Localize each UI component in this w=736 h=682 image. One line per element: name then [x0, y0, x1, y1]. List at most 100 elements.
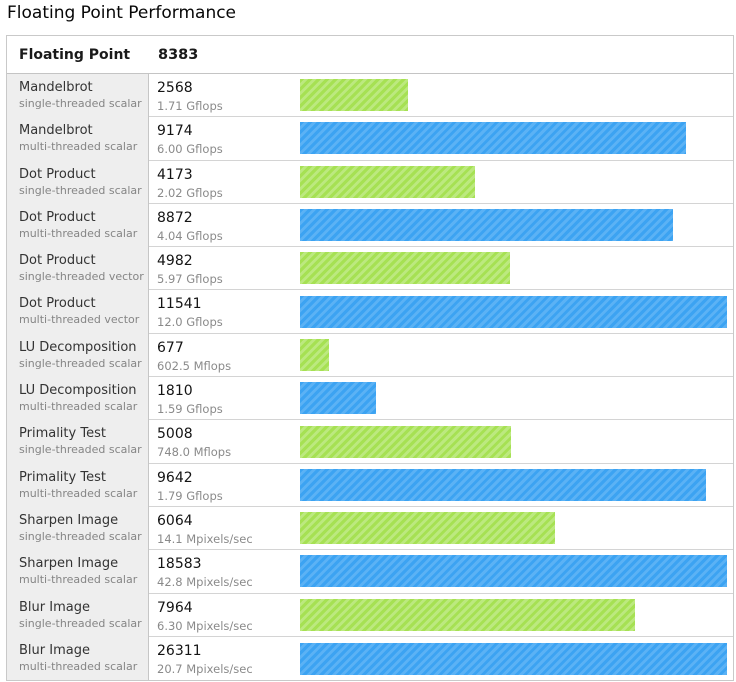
workload-score: 1810 [157, 383, 193, 400]
workload-variant: multi-threaded scalar [19, 140, 138, 154]
workload-name: Primality Test [19, 469, 106, 485]
workload-name: LU Decomposition [19, 339, 137, 355]
workload-rate: 14.1 Mpixels/sec [157, 531, 253, 546]
score-bar [300, 252, 510, 285]
workload-score-cell: 5008 748.0 Mflops [149, 420, 300, 462]
workload-result-cell: 1810 1.59 Gflops [149, 377, 733, 421]
workload-result-cell: 9642 1.79 Gflops [149, 464, 733, 507]
workload-variant: single-threaded scalar [19, 97, 142, 110]
workload-name: Sharpen Image [19, 512, 119, 528]
workload-result-cell: 6064 14.1 Mpixels/sec [149, 507, 733, 551]
workload-name: Dot Product [19, 253, 96, 269]
workload-label-cell: Primality Test single-threaded scalar [7, 420, 149, 464]
workload-variant: multi-threaded scalar [19, 486, 138, 500]
score-bar [300, 209, 674, 242]
workload-rate: 4.04 Gflops [157, 228, 223, 243]
workload-score-cell: 11541 12.0 Gflops [149, 290, 300, 332]
workload-label-cell: Blur Image multi-threaded scalar [7, 636, 149, 681]
benchmark-row: Primality Test multi-threaded scalar 964… [7, 463, 733, 507]
workload-name: LU Decomposition [19, 383, 137, 399]
workload-variant: single-threaded scalar [19, 443, 142, 457]
workload-score: 6064 [157, 512, 193, 529]
workload-name: Blur Image [19, 599, 90, 615]
workload-rate: 748.0 Mflops [157, 445, 232, 460]
workload-rate: 1.79 Gflops [157, 488, 223, 503]
workload-result-cell: 4982 5.97 Gflops [149, 247, 733, 291]
workload-score-cell: 9642 1.79 Gflops [149, 464, 300, 506]
score-bar [300, 122, 686, 155]
benchmark-row: Blur Image multi-threaded scalar 26311 2… [7, 636, 733, 681]
workload-result-cell: 5008 748.0 Mflops [149, 420, 733, 464]
workload-result-cell: 18583 42.8 Mpixels/sec [149, 550, 733, 594]
workload-score-cell: 6064 14.1 Mpixels/sec [149, 507, 300, 549]
workload-score: 4173 [157, 166, 193, 183]
benchmark-row: Dot Product multi-threaded scalar 8872 4… [7, 203, 733, 248]
workload-bar-area [300, 550, 733, 592]
workload-score-cell: 1810 1.59 Gflops [149, 377, 300, 419]
workload-score: 9642 [157, 469, 193, 486]
workload-rate: 602.5 Mflops [157, 358, 232, 373]
workload-score: 7964 [157, 599, 193, 616]
workload-name: Dot Product [19, 209, 96, 225]
workload-result-cell: 677 602.5 Mflops [149, 334, 733, 378]
workload-score: 11541 [157, 296, 202, 313]
workload-label-cell: Mandelbrot multi-threaded scalar [7, 117, 149, 161]
workload-rate: 20.7 Mpixels/sec [157, 661, 253, 676]
workload-score: 5008 [157, 426, 193, 443]
score-bar [300, 425, 511, 458]
workload-bar-area [300, 247, 733, 289]
score-bar [300, 512, 555, 545]
workload-variant: single-threaded scalar [19, 356, 142, 370]
workload-name: Mandelbrot [19, 123, 93, 139]
workload-bar-area [300, 637, 733, 680]
workload-name: Dot Product [19, 166, 96, 182]
workload-bar-area [300, 507, 733, 549]
workload-rate: 12.0 Gflops [157, 315, 223, 330]
benchmark-row: Dot Product single-threaded scalar 4173 … [7, 160, 733, 204]
results-table: Floating Point 8383 Mandelbrot single-th… [6, 35, 734, 682]
benchmark-row: LU Decomposition single-threaded scalar … [7, 333, 733, 378]
table-body: Mandelbrot single-threaded scalar 2568 1… [7, 74, 733, 681]
workload-rate: 6.00 Gflops [157, 142, 223, 157]
workload-score: 9174 [157, 123, 193, 140]
workload-score-cell: 7964 6.30 Mpixels/sec [149, 594, 300, 636]
workload-rate: 5.97 Gflops [157, 272, 223, 287]
benchmark-row: Dot Product multi-threaded vector 11541 … [7, 290, 733, 334]
workload-result-cell: 7964 6.30 Mpixels/sec [149, 594, 733, 637]
workload-variant: multi-threaded vector [19, 313, 140, 327]
workload-score: 26311 [157, 642, 202, 659]
workload-score: 8872 [157, 209, 193, 226]
benchmark-row: Mandelbrot single-threaded scalar 2568 1… [7, 74, 733, 118]
score-bar [300, 642, 727, 675]
workload-bar-area [300, 420, 733, 462]
workload-bar-area [300, 334, 733, 376]
table-header-row: Floating Point 8383 [7, 36, 733, 74]
workload-score-cell: 9174 6.00 Gflops [149, 117, 300, 159]
workload-bar-area [300, 161, 733, 203]
workload-label-cell: Sharpen Image multi-threaded scalar [7, 550, 149, 594]
workload-variant: single-threaded scalar [19, 183, 142, 197]
workload-result-cell: 8872 4.04 Gflops [149, 204, 733, 248]
workload-result-cell: 9174 6.00 Gflops [149, 117, 733, 161]
workload-score-cell: 677 602.5 Mflops [149, 334, 300, 376]
workload-bar-area [300, 464, 733, 506]
workload-rate: 1.71 Gflops [157, 99, 223, 113]
benchmark-row: Sharpen Image multi-threaded scalar 1858… [7, 550, 733, 594]
page-title: Floating Point Performance [7, 3, 237, 23]
workload-result-cell: 11541 12.0 Gflops [149, 290, 733, 334]
workload-score: 18583 [157, 556, 202, 573]
workload-variant: multi-threaded scalar [19, 400, 138, 414]
workload-result-cell: 26311 20.7 Mpixels/sec [149, 637, 733, 680]
workload-score: 2568 [157, 80, 193, 96]
workload-score-cell: 4173 2.02 Gflops [149, 161, 300, 203]
workload-variant: single-threaded scalar [19, 529, 142, 543]
workload-name: Primality Test [19, 426, 106, 442]
score-bar [300, 598, 636, 631]
workload-variant: multi-threaded scalar [19, 226, 138, 240]
score-bar [300, 555, 727, 588]
benchmark-row: Blur Image single-threaded scalar 7964 6… [7, 593, 733, 637]
score-bar [300, 165, 476, 198]
workload-label-cell: Dot Product multi-threaded scalar [7, 203, 149, 248]
benchmark-row: Dot Product single-threaded vector 4982 … [7, 247, 733, 291]
benchmark-row: Primality Test single-threaded scalar 50… [7, 420, 733, 464]
